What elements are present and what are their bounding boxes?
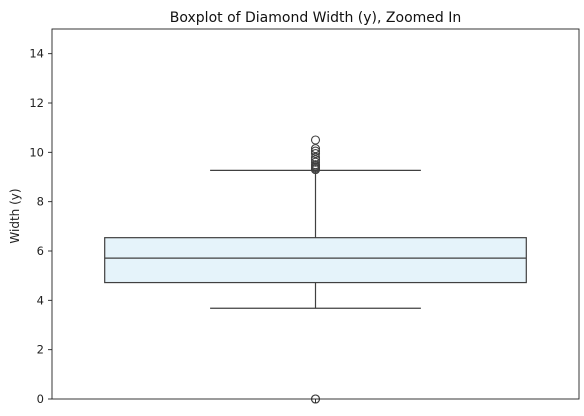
y-axis-label: Width (y) [8, 188, 22, 243]
outlier-point [310, 155, 321, 165]
y-tick-label: 10 [29, 145, 44, 159]
boxplot [104, 135, 527, 404]
y-tick-label: 4 [37, 293, 44, 307]
y-axis-ticks: 0 2 4 6 8 10 12 14 [29, 47, 52, 406]
outlier-point [310, 144, 321, 154]
y-tick-label: 2 [37, 343, 44, 357]
outlier-point [310, 149, 321, 159]
y-tick-label: 14 [29, 47, 44, 61]
outlier-point [310, 157, 321, 167]
interquartile-box [104, 237, 527, 284]
y-tick-label: 0 [37, 392, 44, 406]
y-tick-label: 8 [37, 195, 44, 209]
y-tick-label: 6 [37, 244, 44, 258]
outlier-point [310, 135, 321, 145]
chart-title: Boxplot of Diamond Width (y), Zoomed In [170, 10, 461, 26]
outlier-point [310, 152, 321, 162]
y-tick-label: 12 [29, 96, 44, 110]
outlier-point [310, 146, 321, 156]
outlier-point [310, 160, 321, 170]
